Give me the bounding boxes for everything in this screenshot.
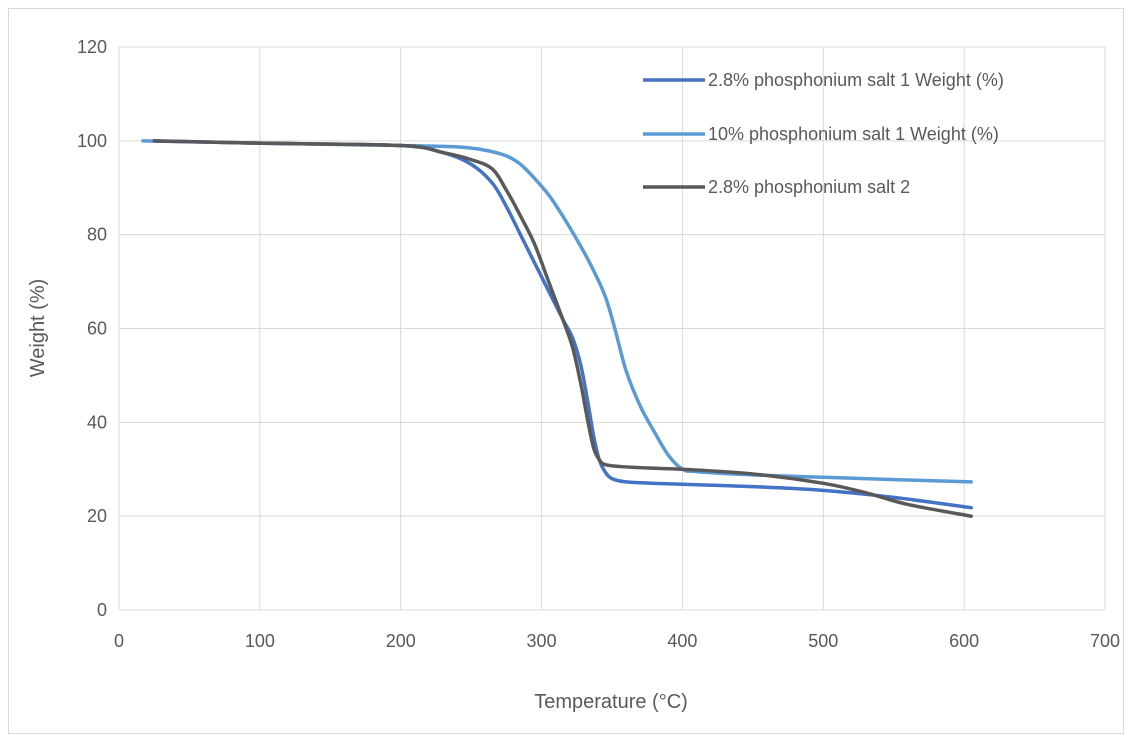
legend-item-3: 2.8% phosphonium salt 2: [643, 177, 910, 197]
x-tick-label: 200: [386, 631, 416, 651]
gridlines: [119, 46, 1106, 610]
series-line-3: [152, 139, 973, 518]
y-tick-label: 120: [77, 37, 107, 57]
x-tick-label: 0: [114, 631, 124, 651]
y-tick-label: 80: [87, 225, 107, 245]
chart-frame: [8, 8, 1124, 734]
x-tick-label: 600: [949, 631, 979, 651]
x-axis-title: Temperature (°C): [534, 691, 688, 713]
y-tick-labels: 0 20 40 60 80 100 120: [77, 37, 107, 620]
x-tick-label: 700: [1090, 631, 1120, 651]
y-axis-title: Weight (%): [27, 279, 49, 378]
legend-label: 10% phosphonium salt 1 Weight (%): [708, 124, 999, 144]
legend-label: 2.8% phosphonium salt 1 Weight (%): [708, 70, 1004, 90]
legend-item-1: 2.8% phosphonium salt 1 Weight (%): [643, 70, 1004, 90]
legend-item-2: 10% phosphonium salt 1 Weight (%): [643, 124, 999, 144]
axes: [118, 47, 1105, 611]
y-tick-label: 40: [87, 412, 107, 432]
y-tick-label: 0: [97, 600, 107, 620]
x-tick-label: 300: [527, 631, 557, 651]
y-tick-label: 100: [77, 131, 107, 151]
x-tick-label: 100: [245, 631, 275, 651]
x-tick-label: 400: [667, 631, 697, 651]
x-tick-label: 500: [808, 631, 838, 651]
x-tick-labels: 0 100 200 300 400 500 600 700: [114, 631, 1120, 651]
y-tick-label: 20: [87, 506, 107, 526]
legend: 2.8% phosphonium salt 1 Weight (%) 10% ph…: [643, 70, 1004, 197]
legend-label: 2.8% phosphonium salt 2: [708, 177, 910, 197]
series-lines: [141, 139, 973, 518]
y-tick-label: 60: [87, 319, 107, 339]
